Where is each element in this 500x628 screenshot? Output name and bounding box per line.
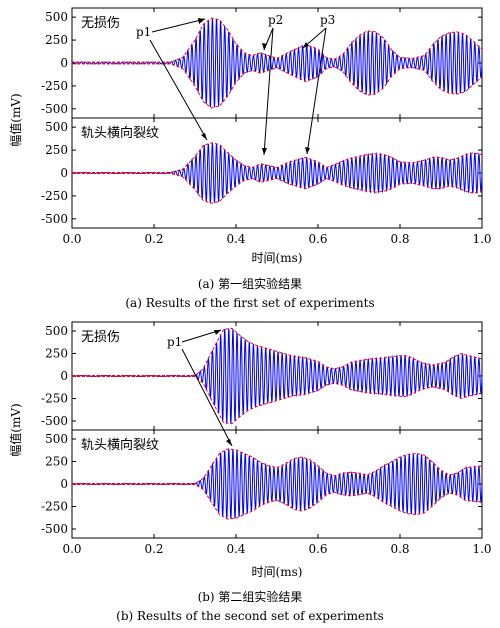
arrow-p1-a-top xyxy=(151,18,206,33)
arrowhead-p3-a-top xyxy=(303,42,309,48)
y-tick-label: 0 xyxy=(60,166,68,180)
envelope-upper xyxy=(72,17,483,63)
arrowhead-p2-a-bottom xyxy=(262,148,267,155)
annotation-p1-a: p1 xyxy=(136,25,151,39)
caption-en-a: (a) Results of the first set of experime… xyxy=(125,296,374,310)
x-tick-label: 0.0 xyxy=(62,542,81,556)
y-tick-label: -250 xyxy=(41,79,68,93)
panel-label: 轨头横向裂纹 xyxy=(81,125,159,141)
arrow-p3-a-bottom xyxy=(306,27,327,155)
panel-b-0: 500 250 0 -250 -500 无损伤 xyxy=(41,321,483,431)
arrow-p2-a-bottom xyxy=(263,27,274,156)
caption-en-b: (b) Results of the second set of experim… xyxy=(116,609,384,623)
arrowhead-p1-a-top xyxy=(198,18,205,24)
caption-cn-b: (b) 第二组实验结果 xyxy=(198,589,303,604)
envelope-lower xyxy=(72,63,483,109)
x-tick-label: 1.0 xyxy=(472,542,491,556)
envelope-upper xyxy=(72,448,483,485)
panel-label: 轨头横向裂纹 xyxy=(81,437,159,453)
annotation-p3-a: p3 xyxy=(320,13,335,27)
y-axis-label-b: 幅值(mV) xyxy=(8,403,23,456)
y-axis-label-a: 幅值(mV) xyxy=(8,93,23,146)
envelope-upper xyxy=(72,327,483,377)
y-tick-label: 500 xyxy=(45,120,68,134)
y-tick-label: 0 xyxy=(60,369,68,383)
x-axis-label-b: 时间(ms) xyxy=(252,565,303,579)
arrowhead-p1-b-bottom xyxy=(226,439,232,446)
x-tick-label: 0.6 xyxy=(308,232,327,246)
x-tick-label: 0.4 xyxy=(226,232,245,246)
x-tick-label: 0.2 xyxy=(144,542,163,556)
y-tick-label: 500 xyxy=(45,324,68,338)
annotation-arrowheads xyxy=(198,18,310,446)
y-tick-label: 0 xyxy=(60,477,68,491)
annotation-p1-b: p1 xyxy=(167,335,182,349)
y-tick-label: -250 xyxy=(41,189,68,203)
y-tick-label: 250 xyxy=(45,347,68,361)
y-tick-label: -500 xyxy=(41,414,68,428)
y-tick-label: 500 xyxy=(45,432,68,446)
envelope-lower xyxy=(72,375,483,425)
signal-series xyxy=(71,18,483,108)
envelope-upper xyxy=(72,142,483,174)
signal-series xyxy=(71,448,483,519)
x-axis-label-a: 时间(ms) xyxy=(252,251,303,265)
arrowhead-p1-b-top xyxy=(214,330,221,335)
x-tick-label: 0.8 xyxy=(390,232,409,246)
y-tick-label: 0 xyxy=(60,56,68,70)
arrow-p1-b-top xyxy=(181,329,222,343)
y-tick-label: -250 xyxy=(41,500,68,514)
y-tick-label: 250 xyxy=(45,455,68,469)
arrowhead-p2-a-top xyxy=(262,43,267,50)
arrow-p1-a-bottom xyxy=(149,39,208,141)
y-tick-label: 250 xyxy=(45,33,68,47)
y-tick-label: -500 xyxy=(41,522,68,536)
y-tick-label: -500 xyxy=(41,212,68,226)
x-tick-label: 0.6 xyxy=(308,542,327,556)
arrow-p1-b-bottom xyxy=(181,348,233,447)
panel-a-0: 500 250 0 -250 -500 无损伤 xyxy=(41,7,483,119)
arrowhead-p3-a-bottom xyxy=(305,147,310,154)
y-tick-label: -500 xyxy=(41,102,68,116)
panel-label: 无损伤 xyxy=(81,330,120,345)
x-tick-label: 0.0 xyxy=(62,232,81,246)
envelope-lower xyxy=(72,172,483,204)
annotation-p2-a: p2 xyxy=(268,13,283,27)
panel-label: 无损伤 xyxy=(81,16,120,31)
x-tick-label: 0.4 xyxy=(226,542,245,556)
y-tick-label: 500 xyxy=(45,10,68,24)
signal-series xyxy=(71,142,483,203)
x-tick-label: 0.8 xyxy=(390,542,409,556)
panel-a-1: 500 250 0 -250 -500 0.0 0.2 0.4 0.6 0.8 1.0 轨头横向裂纹 xyxy=(41,117,492,246)
signal-series xyxy=(71,328,483,424)
x-tick-label: 1.0 xyxy=(472,232,491,246)
plots-layer: 500 250 0 -250 -500 无损伤 500 250 0 -250 -500 0.0 0.2 0… xyxy=(41,7,492,556)
envelope-lower xyxy=(72,483,483,520)
panel-b-1: 500 250 0 -250 -500 0.0 0.2 0.4 0.6 0.8 1.0 轨头横向裂纹 xyxy=(41,429,492,556)
y-tick-label: 250 xyxy=(45,143,68,157)
x-tick-label: 0.2 xyxy=(144,232,163,246)
y-tick-label: -250 xyxy=(41,392,68,406)
arrowhead-p1-a-bottom xyxy=(201,133,207,140)
caption-cn-a: (a) 第一组实验结果 xyxy=(198,276,302,291)
